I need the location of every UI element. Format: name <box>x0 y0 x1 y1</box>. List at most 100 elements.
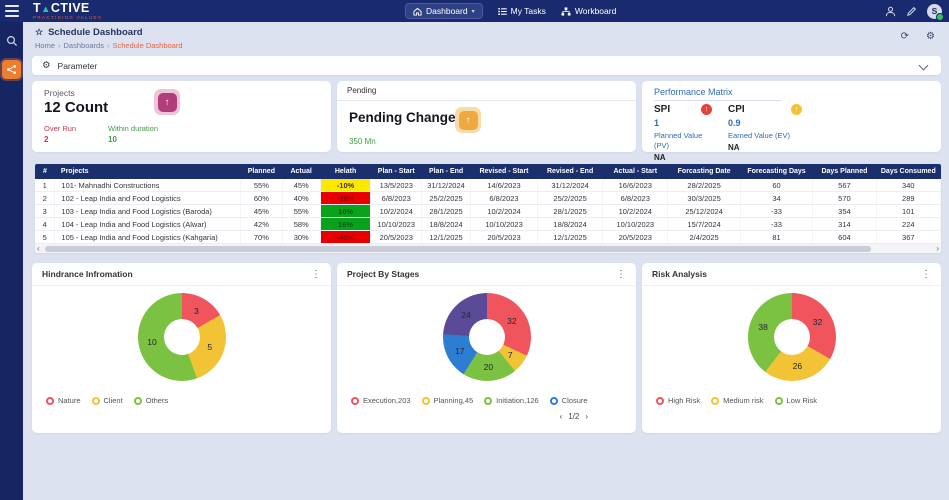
table-cell: 14/6/2023 <box>470 179 538 192</box>
nav-dashboard[interactable]: Dashboard ▾ <box>405 3 483 19</box>
legend-marker-icon <box>711 396 720 405</box>
legend-item[interactable]: High Risk <box>656 396 700 405</box>
projects-expand-button[interactable]: ↑ <box>154 89 180 115</box>
legend-item[interactable]: Planning,45 <box>421 396 473 405</box>
health-cell: -40% <box>320 230 372 244</box>
donut-chart[interactable]: 3 5 10 <box>137 293 226 381</box>
table-cell: 18/8/2024 <box>537 217 604 231</box>
menu-icon[interactable] <box>5 5 19 17</box>
user-icon[interactable] <box>885 6 896 17</box>
slice-label: 5 <box>207 342 213 353</box>
edit-pencil-icon[interactable] <box>906 6 917 17</box>
legend-marker-icon <box>421 396 430 405</box>
legend-label: Initiation,126 <box>496 396 539 405</box>
table-row[interactable]: 3 103 - Leap India and Food Logistics (Ba… <box>35 204 941 218</box>
nav-workboard[interactable]: Workboard <box>561 6 616 16</box>
legend-pagination: ‹ 1/2 › <box>560 412 588 421</box>
cpi-value: 0.9 <box>728 118 741 128</box>
table-cell: 31/12/2024 <box>421 179 471 192</box>
legend-label: Medium risk <box>723 396 764 405</box>
projects-card-title: Projects <box>44 88 75 98</box>
table-cell: 340 <box>876 179 941 192</box>
legend-item[interactable]: Initiation,126 <box>484 396 539 405</box>
legend-item[interactable]: Low Risk <box>774 396 817 405</box>
breadcrumb-dashboards[interactable]: Dashboards <box>63 41 104 50</box>
legend-item[interactable]: Others <box>133 396 168 405</box>
breadcrumb: Home › Dashboards › Schedule Dashboard <box>35 41 949 50</box>
table-cell: 2 <box>35 191 56 205</box>
legend-item[interactable]: Nature <box>46 396 81 405</box>
settings-gear-icon[interactable]: ⚙ <box>926 31 935 42</box>
legend-item[interactable]: Client <box>91 396 123 405</box>
scroll-right-icon[interactable]: › <box>936 244 939 253</box>
table-cell: 6/8/2023 <box>370 191 423 205</box>
column-header: Days Consumed <box>876 164 941 179</box>
kebab-menu-icon[interactable]: ⋮ <box>311 268 321 280</box>
table-cell: 28/2/2025 <box>667 179 741 192</box>
user-avatar[interactable]: S <box>927 3 944 21</box>
logo-triangle-icon: ▲ <box>41 4 51 15</box>
table-horizontal-scrollbar[interactable]: ‹ › <box>35 244 941 253</box>
tasks-list-icon <box>497 7 507 16</box>
table-cell: 6/8/2023 <box>470 191 538 205</box>
table-cell: 289 <box>876 191 941 205</box>
legend-prev-icon[interactable]: ‹ <box>559 412 563 421</box>
page-actions: ⟳ ⚙ <box>901 31 935 42</box>
table-cell: 367 <box>876 230 941 244</box>
table-cell: 10/10/2023 <box>370 217 423 231</box>
column-header: Helath <box>320 164 371 179</box>
sidebar-search-icon[interactable] <box>0 35 23 47</box>
table-cell: -33 <box>740 217 814 231</box>
table-cell: 15/7/2024 <box>667 217 741 231</box>
refresh-icon[interactable]: ⟳ <box>900 31 910 42</box>
table-row[interactable]: 1 101- Mahnadhi Constructions 55% 45% -10% 13… <box>35 179 941 192</box>
breadcrumb-home[interactable]: Home <box>35 41 56 50</box>
parameter-chevron-down-icon[interactable] <box>918 60 929 71</box>
app-logo: T▲CTIVE PRACTISING VALUES <box>33 2 102 21</box>
workboard-sitemap-icon <box>561 6 571 16</box>
column-header: Projects <box>54 164 241 179</box>
table-cell: 70% <box>240 230 283 244</box>
top-navigation: Dashboard ▾ My Tasks Workboard <box>405 0 616 22</box>
table-row[interactable]: 4 104 - Leap India and Food Logistics (Al… <box>35 217 941 231</box>
legend-marker-icon <box>91 396 100 405</box>
chart-legend: Nature Client Others <box>46 396 321 405</box>
table-cell: 4 <box>35 217 56 231</box>
table-cell: 25/2/2025 <box>537 191 604 205</box>
table-cell: 81 <box>740 230 814 244</box>
table-cell: 12/1/2025 <box>421 230 471 244</box>
legend-item[interactable]: Medium risk <box>711 396 764 405</box>
chart-title: Risk Analysis <box>652 269 707 279</box>
legend-label: Execution,203 <box>363 396 411 405</box>
donut-chart[interactable]: 32 7 20 17 24 <box>442 293 531 381</box>
table-row[interactable]: 5 105 - Leap India and Food Logistics (Ka… <box>35 230 941 244</box>
donut-chart[interactable]: 32 26 38 <box>747 293 836 381</box>
table-cell: 45% <box>240 204 283 218</box>
table-cell: 224 <box>876 217 941 231</box>
sidebar <box>0 22 23 500</box>
pending-expand-button[interactable]: ↑ <box>455 107 481 133</box>
chart-area: 3 5 10 <box>137 293 226 381</box>
legend-next-icon[interactable]: › <box>585 412 588 421</box>
parameter-panel[interactable]: ⚙ Parameter <box>32 56 941 75</box>
kebab-menu-icon[interactable]: ⋮ <box>921 268 931 280</box>
legend-item[interactable]: Closure <box>549 396 588 405</box>
table-cell: 55% <box>240 179 283 192</box>
legend-item[interactable]: Execution,203 <box>351 396 411 405</box>
health-cell: 16% <box>320 217 372 231</box>
parameter-label: Parameter <box>57 60 98 71</box>
scroll-left-icon[interactable]: ‹ <box>37 244 40 253</box>
pending-value: 350 Mn <box>349 137 376 146</box>
nav-my-tasks[interactable]: My Tasks <box>497 6 546 16</box>
breadcrumb-separator: › <box>58 41 61 50</box>
table-cell: 314 <box>812 217 877 231</box>
sidebar-workflow-button[interactable] <box>2 60 21 79</box>
table-cell: 45% <box>282 179 321 192</box>
up-arrow-icon: ↑ <box>164 96 170 108</box>
table-row[interactable]: 2 102 - Leap India and Food Logistics 60% 4… <box>35 191 941 205</box>
topbar-actions: S <box>885 0 944 22</box>
scrollbar-thumb[interactable] <box>45 245 871 252</box>
table-cell: -33 <box>740 204 814 218</box>
kebab-menu-icon[interactable]: ⋮ <box>616 268 626 280</box>
favorite-star-icon[interactable]: ☆ <box>35 27 44 37</box>
